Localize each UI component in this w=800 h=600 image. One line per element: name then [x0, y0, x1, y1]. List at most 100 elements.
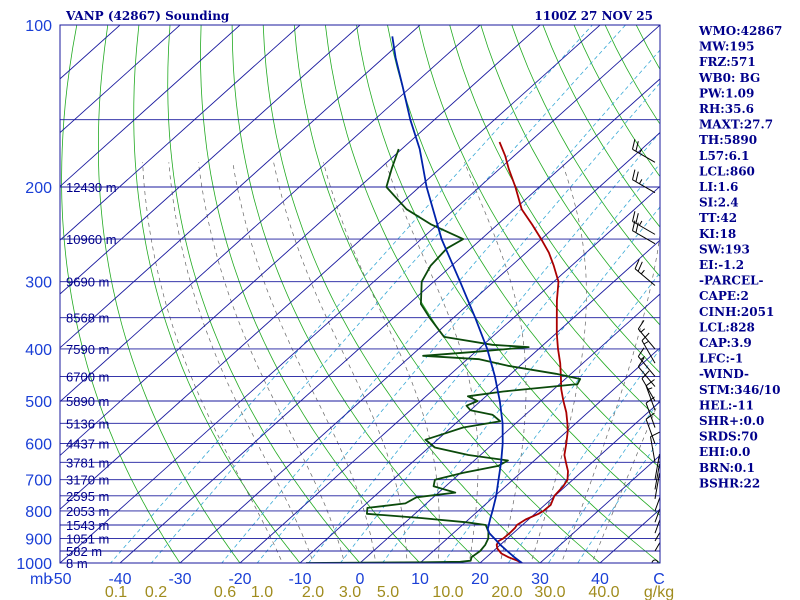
wind-barb-full [641, 332, 650, 341]
isotherm [539, 454, 660, 563]
wind-barb-staff [634, 268, 656, 286]
wind-barb-half [663, 490, 668, 492]
index-entry: SI:2.4 [699, 196, 739, 210]
isotherm [60, 25, 601, 510]
temperature-tick-label: 40 [591, 571, 609, 588]
index-entry: MAXT:27.7 [699, 118, 773, 132]
temperature-tick-label: -50 [48, 571, 71, 588]
dry-adiabat [573, 25, 660, 178]
isotherm [119, 78, 660, 563]
wind-barb-full [635, 213, 639, 224]
wind-barb-staff [645, 385, 656, 411]
height-label: 8568 m [66, 311, 109, 326]
wind-barb-half [638, 179, 643, 184]
wind-barb-half [640, 269, 645, 275]
isotherm [60, 25, 541, 457]
mixing-ratio-line [442, 272, 660, 563]
isotherm [60, 25, 481, 403]
moist-adiabat [168, 162, 314, 563]
mixing-ratio-tick-label: 40.0 [588, 584, 619, 600]
mixing-ratio-tick-label: 2.0 [302, 584, 324, 600]
pressure-tick-label: 700 [25, 473, 52, 490]
mixing-ratio-tick-label: 0.1 [105, 584, 127, 600]
mixing-ratio-tick-label: 0.2 [145, 584, 167, 600]
index-entry: CAPE:2 [699, 289, 749, 303]
index-entry: STM:346/10 [699, 383, 780, 397]
wind-barb-staff [632, 220, 656, 235]
index-entry: SW:193 [699, 242, 750, 256]
mixing-ratio-line [577, 438, 660, 563]
mixing-ratio-tick-label: 0.6 [214, 584, 236, 600]
isotherm [60, 25, 660, 563]
temperature-tick-label: -40 [108, 571, 131, 588]
profile-temperature [495, 141, 569, 563]
index-entry: BSHR:22 [699, 476, 760, 490]
wind-barb-full [645, 412, 655, 420]
mixing-ratio-tick-label: 3.0 [339, 584, 361, 600]
wind-barb-staff [654, 463, 660, 490]
mixing-ratio-tick-label: 5.0 [377, 584, 399, 600]
moist-adiabat [385, 162, 479, 563]
pressure-tick-label: 100 [25, 18, 52, 35]
dry-adiabat [133, 25, 301, 563]
wind-barb-half [638, 220, 643, 226]
wind-barb-full [632, 220, 636, 231]
wind-barb-staff [637, 366, 656, 387]
moist-adiabat [142, 162, 283, 563]
pressure-tick-label: 500 [25, 394, 52, 411]
index-entry: TT:42 [699, 211, 737, 225]
moist-adiabat [273, 162, 408, 563]
index-entry: WMO:42867 [698, 24, 782, 38]
wind-barb-staff [645, 419, 656, 444]
temperature-tick-label: 10 [411, 571, 429, 588]
mixing-ratio-line [109, 25, 593, 563]
wind-barb-staff [632, 179, 656, 194]
wind-barb-full [637, 261, 643, 272]
index-entry: PW:1.09 [699, 86, 754, 100]
wind-barb-half [643, 341, 649, 345]
isotherm [299, 239, 660, 563]
isotherm [479, 401, 660, 563]
wind-barb-full [659, 453, 660, 455]
dry-adiabat [356, 25, 660, 516]
moist-adiabat [530, 162, 587, 563]
index-entry: -WIND- [699, 367, 749, 381]
index-entry: SHR+:0.0 [699, 414, 764, 428]
isotherm [599, 508, 660, 563]
height-label: 3781 m [66, 455, 109, 470]
title-right: 1100Z 27 NOV 25 [534, 9, 653, 23]
wind-barb-staff [637, 328, 656, 350]
wind-barb-full [664, 486, 674, 487]
wind-barb-full [634, 259, 640, 269]
isotherm [179, 132, 660, 563]
wind-barb-full [659, 463, 660, 465]
index-entry: BRN:0.1 [699, 461, 755, 475]
index-entry: TH:5890 [699, 133, 757, 147]
dry-adiabat [98, 25, 241, 563]
wind-barb-full [637, 347, 645, 357]
wind-barb-full [635, 222, 639, 233]
height-label: 10960 m [66, 232, 117, 247]
index-entry: RH:35.6 [699, 102, 754, 116]
wind-barb-staff [650, 436, 656, 463]
mixing-ratio-line [221, 49, 660, 563]
moist-adiabat [561, 232, 660, 563]
index-entry: LCL:860 [699, 164, 755, 178]
wind-barb-staff [654, 517, 660, 534]
index-entry: EI:-1.2 [699, 258, 744, 272]
wind-barb-full [641, 370, 650, 379]
isotherm [60, 25, 361, 295]
wind-barb-half [640, 356, 646, 360]
moist-adiabat [232, 162, 377, 563]
wind-barb-calm [651, 559, 659, 563]
index-entry: CAP:3.9 [699, 336, 752, 350]
wind-barb-staff [654, 495, 660, 512]
isotherm [60, 25, 301, 241]
height-label: 1051 m [66, 531, 109, 546]
wind-barb-full [664, 498, 674, 499]
wind-barb-staff [654, 473, 660, 499]
temperature-tick-label: 20 [471, 571, 489, 588]
wind-barb-half [640, 328, 646, 333]
